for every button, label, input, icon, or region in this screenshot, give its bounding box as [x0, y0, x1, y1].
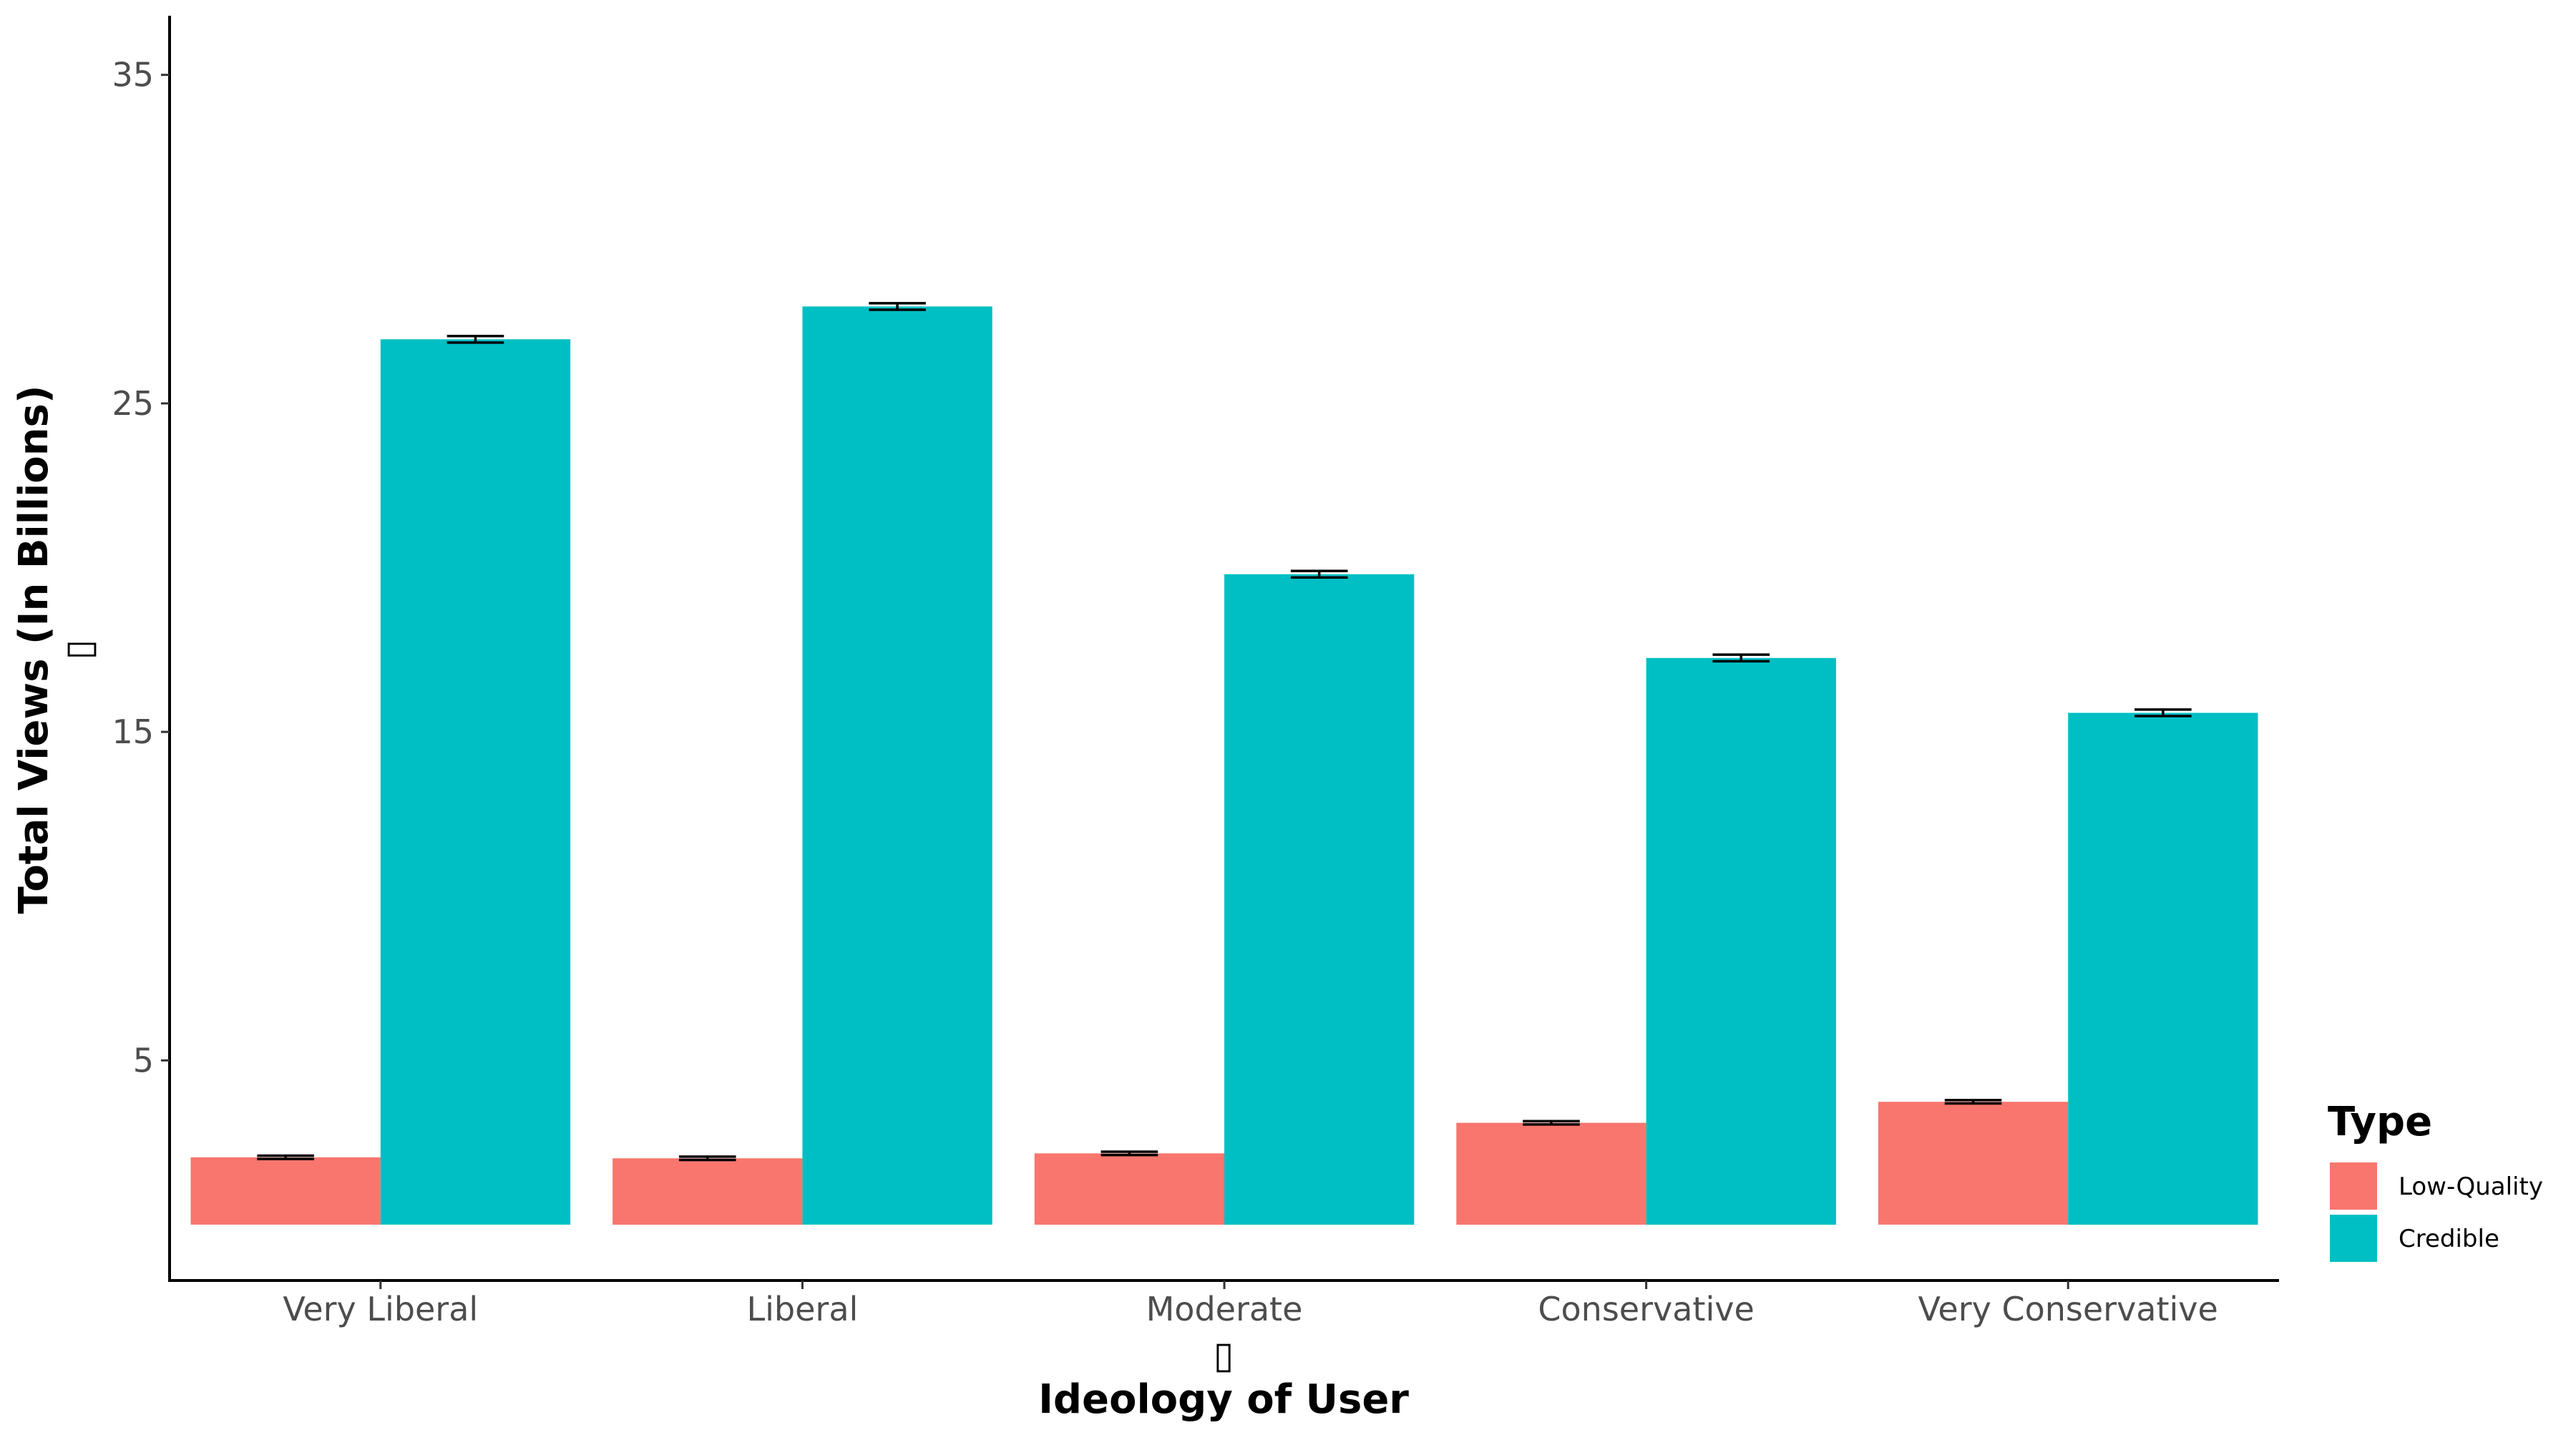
- error-bar-credible-liberal: [869, 302, 926, 311]
- y-tick-label-15: 15: [112, 712, 154, 751]
- legend: Type Low-Quality Credible: [2328, 1099, 2543, 1262]
- error-bar-low-quality-liberal: [678, 1155, 736, 1162]
- x-axis-title: Ideology of User: [1038, 1376, 1409, 1423]
- error-bar-credible-moderate: [1290, 569, 1348, 579]
- x-tick-label-very-conservative: Very Conservative: [1918, 1290, 2218, 1328]
- y-axis-title: Total Views (In Billions): [11, 385, 57, 914]
- x-tick-label-conservative: Conservative: [1538, 1290, 1754, 1328]
- x-tick-label-liberal: Liberal: [747, 1290, 859, 1328]
- bar-low-quality-moderate: [1034, 1153, 1224, 1225]
- bar-credible-conservative: [1646, 657, 1836, 1225]
- y-ticks-layer: 5 15 25 35: [112, 56, 170, 1079]
- legend-item-low-quality: Low-Quality: [2330, 1162, 2543, 1210]
- error-bars-layer: [257, 302, 2192, 1162]
- legend-label-low-quality: Low-Quality: [2399, 1172, 2543, 1201]
- error-bar-low-quality-moderate: [1101, 1150, 1158, 1157]
- y-tick-label-5: 5: [133, 1041, 154, 1079]
- bar-credible-moderate: [1224, 574, 1415, 1225]
- bars-layer: [190, 306, 2258, 1225]
- legend-title: Type: [2328, 1099, 2432, 1145]
- error-bar-credible-very-conservative: [2135, 708, 2192, 718]
- legend-swatch-low-quality: [2330, 1162, 2377, 1210]
- legend-items: Low-Quality Credible: [2330, 1162, 2543, 1262]
- error-bar-low-quality-very-liberal: [257, 1154, 314, 1160]
- error-bar-low-quality-conservative: [1523, 1120, 1580, 1126]
- bar-credible-very-liberal: [380, 339, 571, 1225]
- legend-item-credible: Credible: [2330, 1215, 2499, 1262]
- bar-low-quality-very-liberal: [190, 1157, 381, 1225]
- x-tick-label-very-liberal: Very Liberal: [283, 1290, 478, 1328]
- y-axis-title-group: Total Views (In Billions) ▯: [11, 385, 101, 914]
- bar-low-quality-liberal: [613, 1158, 803, 1225]
- x-axis-title-group: ▯ Ideology of User: [1038, 1334, 1409, 1423]
- error-bar-credible-conservative: [1712, 653, 1770, 663]
- legend-swatch-credible: [2330, 1215, 2377, 1262]
- x-axis-title-glyph: ▯: [1214, 1334, 1234, 1377]
- legend-label-credible: Credible: [2399, 1225, 2499, 1253]
- bar-low-quality-conservative: [1456, 1122, 1646, 1225]
- bar-low-quality-very-conservative: [1878, 1102, 2069, 1225]
- bar-credible-liberal: [802, 306, 992, 1225]
- y-tick-label-35: 35: [112, 56, 154, 94]
- error-bar-credible-very-liberal: [447, 334, 504, 344]
- bar-credible-very-conservative: [2068, 712, 2258, 1225]
- y-tick-label-25: 25: [112, 384, 154, 423]
- x-ticks-layer: Very Liberal Liberal Moderate Conservative V…: [283, 1280, 2218, 1328]
- error-bar-low-quality-very-conservative: [1944, 1099, 2002, 1105]
- y-axis-title-glyph: ▯: [58, 640, 101, 660]
- x-tick-label-moderate: Moderate: [1146, 1290, 1303, 1328]
